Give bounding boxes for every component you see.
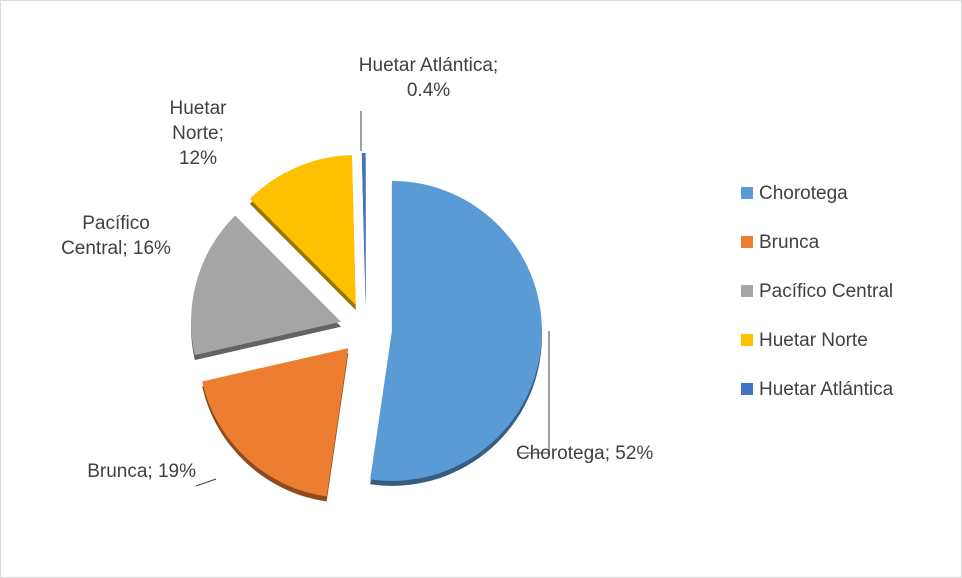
- slice: [249, 155, 356, 306]
- leader-line: [519, 331, 550, 454]
- legend-swatch: [741, 187, 753, 199]
- legend-swatch: [741, 383, 753, 395]
- data-label: Huetar Norte; 12%: [169, 98, 227, 169]
- slice: [370, 180, 542, 481]
- legend-swatch: [741, 236, 753, 248]
- legend-swatch: [741, 285, 753, 297]
- slice: [202, 348, 349, 497]
- data-label: Huetar Atlántica; 0.4%: [358, 55, 499, 101]
- slice: [191, 215, 342, 356]
- legend-label: Huetar Atlántica: [759, 379, 894, 400]
- data-label: Chorotega; 52%: [516, 443, 654, 464]
- data-label: Pacífico Central; 16%: [61, 213, 171, 259]
- legend-label: Pacífico Central: [759, 281, 893, 302]
- legend-label: Huetar Norte: [759, 330, 868, 351]
- legend-label: Chorotega: [759, 183, 848, 204]
- data-label: Brunca; 19%: [87, 461, 196, 482]
- legend-swatch: [741, 334, 753, 346]
- legend-label: Brunca: [759, 232, 820, 253]
- slice: [361, 153, 366, 304]
- leader-line: [195, 478, 217, 487]
